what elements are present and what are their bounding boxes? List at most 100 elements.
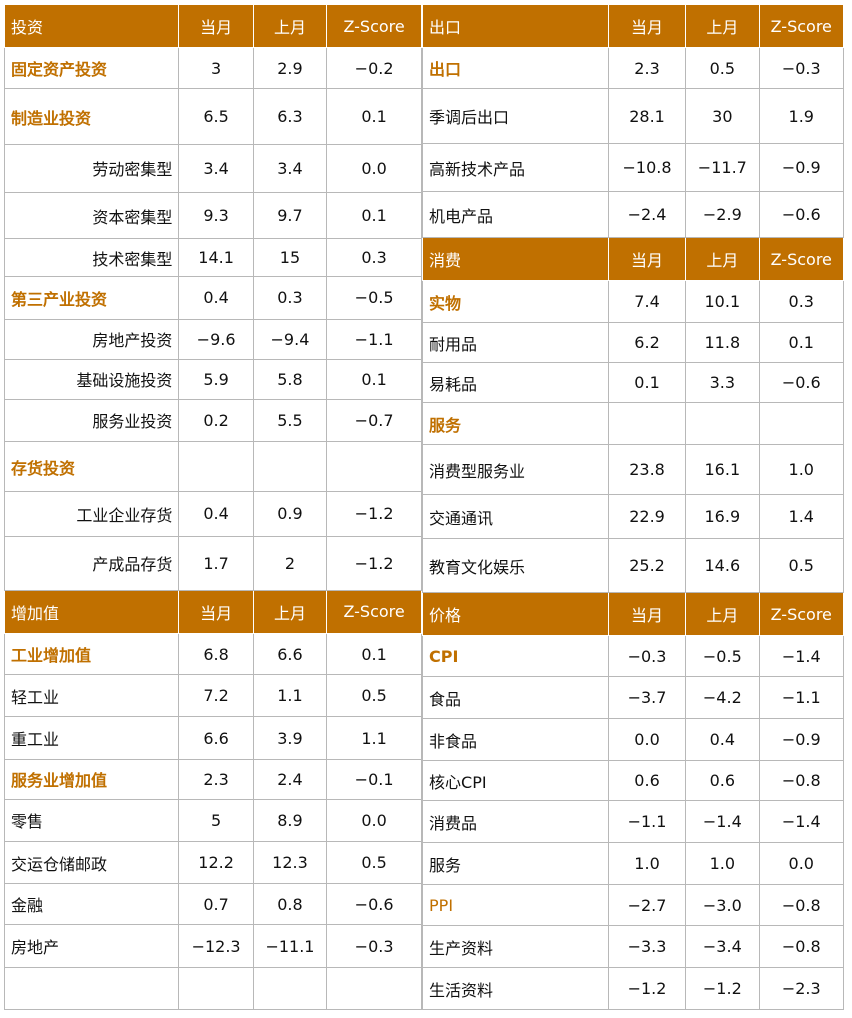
cell-current: 6.5: [178, 88, 254, 145]
table-row: 生产资料 −3.3 −3.4 −0.8: [422, 925, 845, 968]
cell-previous: 0.9: [252, 491, 328, 537]
cell-zscore: −0.6: [758, 362, 845, 403]
table-row: [3, 966, 423, 1011]
cell-zscore: −0.5: [326, 276, 423, 320]
cell-current: −2.4: [607, 191, 687, 238]
row-label: PPI: [422, 884, 609, 926]
cell-current: 14.1: [178, 238, 254, 278]
row-label: 季调后出口: [422, 88, 609, 144]
cell-zscore: 0.1: [326, 358, 423, 400]
table-row: 教育文化娱乐 25.2 14.6 0.5: [422, 538, 845, 593]
cell-current: 0.4: [178, 491, 254, 537]
cell-current: 9.3: [178, 191, 254, 240]
cell-current: 0.2: [178, 398, 254, 443]
row-label: 服务业投资: [3, 398, 180, 443]
row-label: 房地产: [3, 924, 180, 968]
cell-zscore: −0.2: [326, 47, 423, 90]
table-row: 劳动密集型 3.4 3.4 0.0: [3, 143, 423, 193]
col-header-previous: 上月: [685, 237, 760, 281]
cell-current: 1.0: [607, 842, 687, 885]
row-label: 耐用品: [422, 322, 609, 363]
cell-previous: 1.1: [252, 674, 328, 718]
cell-previous: 16.9: [685, 494, 760, 539]
row-label: 服务: [422, 402, 609, 445]
row-label: 服务业增加值: [3, 758, 180, 800]
cell-zscore: 0.3: [758, 280, 845, 323]
cell-zscore: −0.6: [326, 883, 423, 926]
cell-current: −3.3: [607, 925, 687, 968]
cell-previous: [252, 441, 328, 493]
row-label: CPI: [422, 635, 609, 677]
cell-zscore: 0.1: [758, 322, 845, 363]
table-row: 重工业 6.6 3.9 1.1: [3, 716, 423, 760]
cell-previous: −1.4: [685, 800, 760, 843]
section-title: 消费: [422, 237, 609, 281]
table-row: 工业增加值 6.8 6.6 0.1: [3, 633, 423, 676]
row-label: 易耗品: [422, 362, 609, 403]
row-label: 消费品: [422, 800, 609, 843]
col-header-zscore: Z-Score: [758, 4, 845, 48]
table-row: 固定资产投资 3 2.9 −0.2: [3, 47, 423, 90]
cell-zscore: 0.1: [326, 88, 423, 145]
row-label: 劳动密集型: [3, 143, 180, 193]
row-label: 生活资料: [422, 967, 609, 1010]
row-label: 食品: [422, 676, 609, 719]
cell-current: 6.6: [178, 716, 254, 760]
cell-previous: 5.8: [252, 358, 328, 400]
cell-previous: 8.9: [252, 798, 328, 843]
cell-current: 22.9: [607, 494, 687, 539]
table-row: 产成品存货 1.7 2 −1.2: [3, 535, 423, 591]
cell-previous: 1.0: [685, 842, 760, 885]
cell-zscore: 0.1: [326, 191, 423, 240]
section-title: 增加值: [3, 589, 180, 635]
cell-zscore: 0.5: [758, 538, 845, 593]
col-header-previous: 上月: [252, 589, 328, 635]
row-label: 重工业: [3, 716, 180, 760]
table-row: 交通通讯 22.9 16.9 1.4: [422, 494, 845, 539]
cell-zscore: −2.3: [758, 967, 845, 1010]
row-label: 出口: [422, 47, 609, 89]
section-title: 价格: [422, 592, 609, 636]
cell-zscore: −0.8: [758, 925, 845, 968]
cell-zscore: −0.3: [326, 924, 423, 968]
cell-current: 1.7: [178, 535, 254, 591]
row-label: [3, 966, 180, 1011]
table-row: 金融 0.7 0.8 −0.6: [3, 883, 423, 926]
table-row: 高新技术产品 −10.8 −11.7 −0.9: [422, 143, 845, 192]
row-label: 基础设施投资: [3, 358, 180, 400]
table-row: 消费品 −1.1 −1.4 −1.4: [422, 800, 845, 843]
cell-zscore: 0.5: [326, 674, 423, 718]
col-header-zscore: Z-Score: [326, 589, 423, 635]
section-title: 出口: [422, 4, 609, 48]
cell-zscore: −0.8: [758, 760, 845, 801]
row-label: 第三产业投资: [3, 276, 180, 320]
cell-previous: 6.3: [252, 88, 328, 145]
cell-zscore: −0.9: [758, 718, 845, 761]
table-row: 服务: [422, 402, 845, 445]
cell-current: −1.2: [607, 967, 687, 1010]
cell-zscore: 1.4: [758, 494, 845, 539]
cell-current: 6.8: [178, 633, 254, 676]
left-table: 投资 当月 上月 Z-Score 固定资产投资 3 2.9 −0.2 制造业投资 6.5 6.3 0.…: [3, 3, 423, 1011]
cell-previous: 3.3: [685, 362, 760, 403]
cell-previous: 6.6: [252, 633, 328, 676]
cell-current: [178, 966, 254, 1011]
row-label: 金融: [3, 883, 180, 926]
table-row: 基础设施投资 5.9 5.8 0.1: [3, 358, 423, 400]
col-header-zscore: Z-Score: [326, 3, 423, 49]
cell-current: 2.3: [178, 758, 254, 800]
cell-zscore: 1.0: [758, 444, 845, 495]
row-label: 交通通讯: [422, 494, 609, 539]
row-label: 非食品: [422, 718, 609, 761]
cell-zscore: [758, 402, 845, 445]
row-label: 工业企业存货: [3, 491, 180, 537]
table-row: 易耗品 0.1 3.3 −0.6: [422, 362, 845, 403]
section-title: 投资: [3, 3, 180, 49]
cell-previous: 5.5: [252, 398, 328, 443]
col-header-current: 当月: [178, 589, 254, 635]
cell-current: [178, 441, 254, 493]
cell-previous: −11.1: [252, 924, 328, 968]
cell-zscore: 0.5: [326, 841, 423, 885]
cell-previous: 10.1: [685, 280, 760, 323]
cell-current: 12.2: [178, 841, 254, 885]
